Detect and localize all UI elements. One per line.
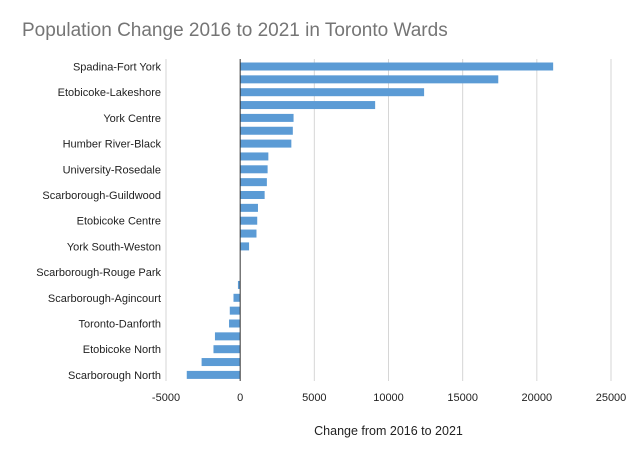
- bar: [229, 306, 241, 315]
- category-label: Scarborough-Guildwood: [42, 190, 161, 202]
- category-label: Scarborough North: [68, 370, 161, 382]
- x-tick-label: -5000: [152, 392, 180, 404]
- category-label: Spadina-Fort York: [73, 62, 162, 74]
- category-labels: Spadina-Fort York Etobicoke-Lakeshore York…: [36, 62, 161, 382]
- bar: [229, 319, 241, 328]
- bar: [201, 358, 241, 367]
- category-label: York South-Weston: [67, 241, 161, 253]
- x-tick-label: 0: [237, 392, 243, 404]
- bar: [214, 332, 241, 341]
- bar: [237, 280, 241, 289]
- bar: [240, 216, 258, 225]
- category-label: Scarborough-Rouge Park: [36, 267, 161, 279]
- category-label: Toronto-Danforth: [78, 319, 161, 331]
- x-tick-label: 15000: [447, 392, 478, 404]
- bar: [213, 345, 241, 354]
- x-tick-label: 5000: [302, 392, 326, 404]
- bar: [240, 165, 268, 174]
- bar: [240, 178, 267, 187]
- category-label: Etobicoke Centre: [77, 216, 161, 228]
- bars: [186, 62, 554, 379]
- bar: [240, 229, 257, 238]
- x-tick-label: 10000: [373, 392, 404, 404]
- bar: [186, 370, 241, 379]
- x-tick-labels: -5000 0 5000 10000 15000 20000 25000: [152, 392, 626, 404]
- category-label: York Centre: [103, 113, 161, 125]
- x-tick-label: 25000: [596, 392, 627, 404]
- category-label: Etobicoke-Lakeshore: [58, 87, 161, 99]
- category-label: Scarborough-Agincourt: [48, 293, 161, 305]
- bar: [240, 191, 265, 199]
- category-label: University-Rosedale: [63, 164, 161, 176]
- bar: [240, 126, 293, 135]
- bar: [240, 203, 258, 212]
- bar: [240, 113, 294, 122]
- gridlines: [165, 59, 612, 381]
- bar: [240, 75, 499, 84]
- bar: [240, 139, 292, 148]
- x-axis-title: Change from 2016 to 2021: [314, 424, 463, 438]
- bar: [233, 293, 241, 302]
- category-label: Etobicoke North: [83, 344, 161, 356]
- bar: [240, 101, 376, 110]
- bar: [240, 88, 425, 97]
- bar: [240, 242, 250, 251]
- chart-title: Population Change 2016 to 2021 in Toront…: [22, 20, 448, 41]
- bar: [240, 152, 269, 161]
- x-tick-label: 20000: [522, 392, 553, 404]
- category-label: Humber River-Black: [63, 139, 162, 151]
- bar: [240, 62, 554, 71]
